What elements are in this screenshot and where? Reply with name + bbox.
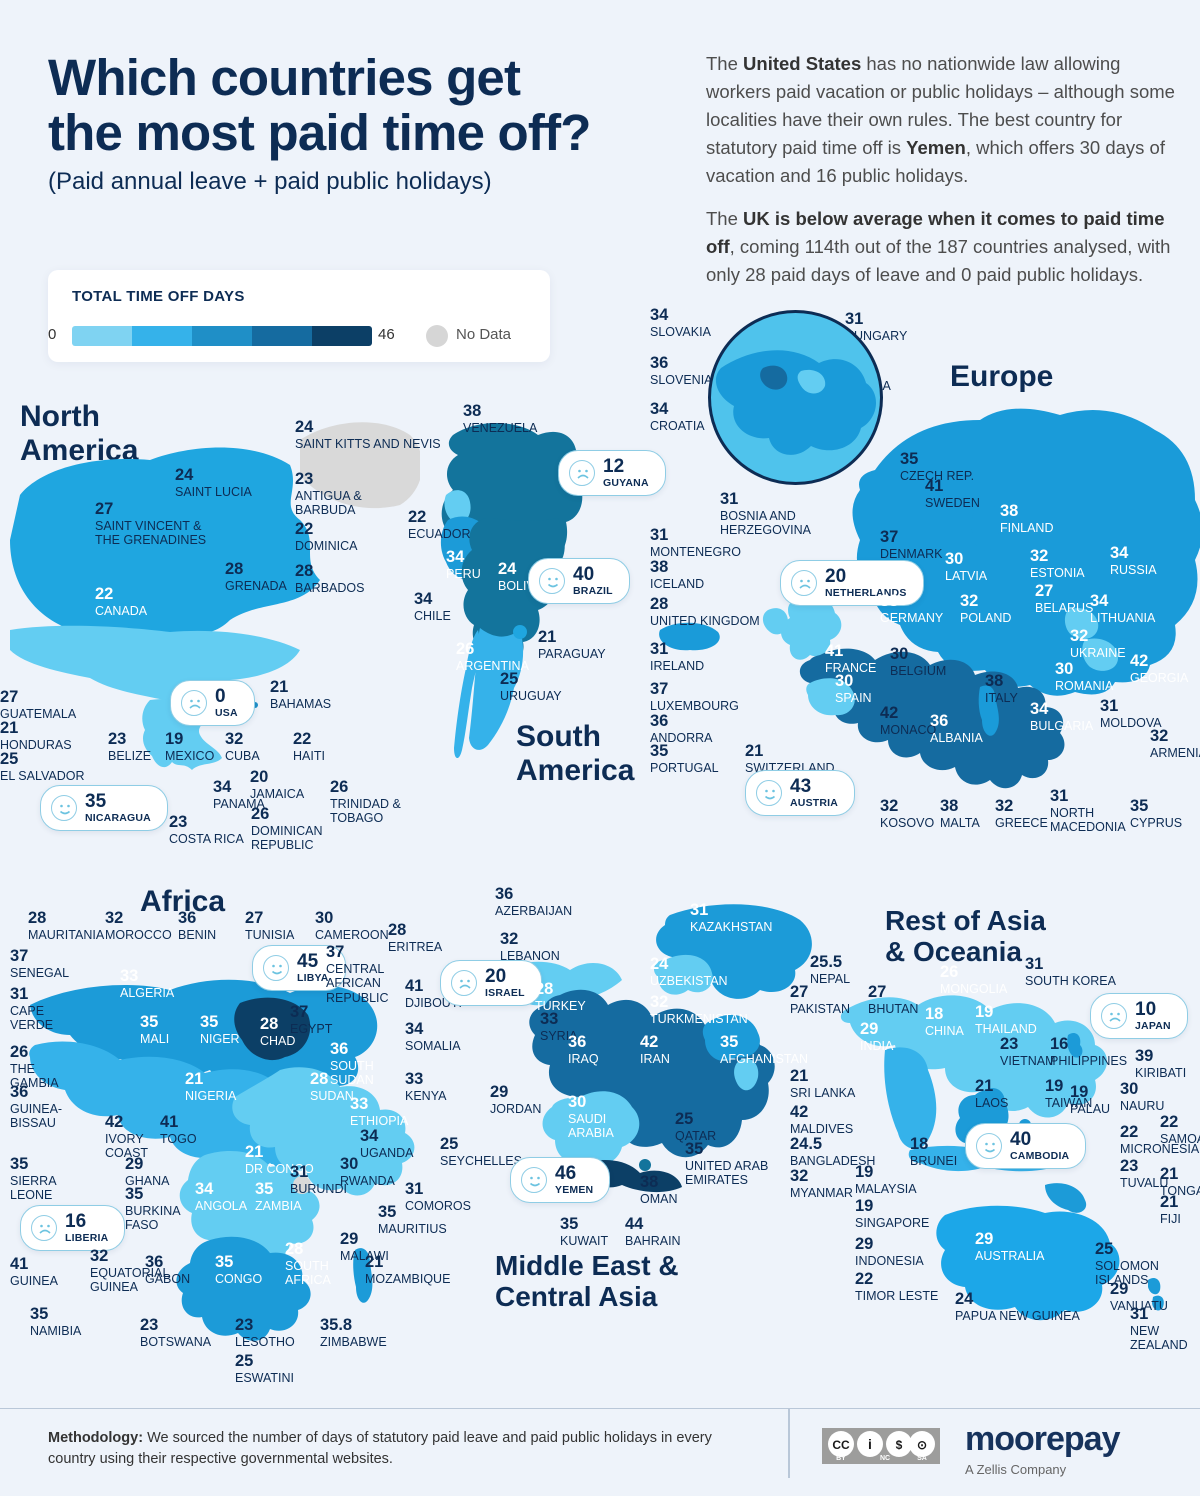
svg-text:i: i xyxy=(868,1436,872,1452)
svg-text:BY: BY xyxy=(836,1455,846,1462)
svg-text:NC: NC xyxy=(880,1455,890,1462)
svg-text:$: $ xyxy=(896,1438,903,1452)
svg-text:SA: SA xyxy=(917,1455,927,1462)
svg-text:CC: CC xyxy=(832,1438,850,1452)
svg-text:⊙: ⊙ xyxy=(917,1438,927,1452)
